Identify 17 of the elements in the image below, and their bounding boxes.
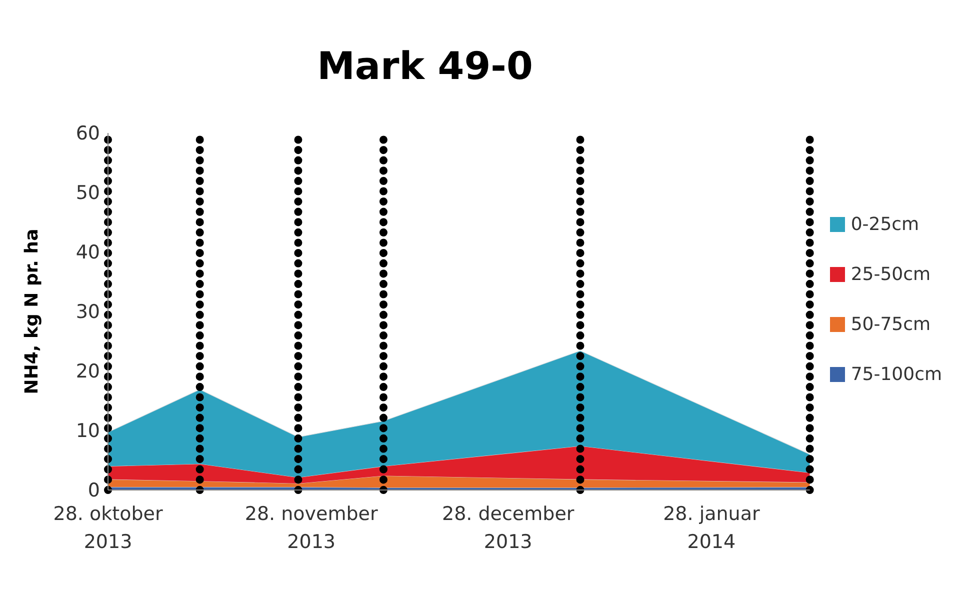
y-tick-label: 60 bbox=[76, 122, 100, 145]
y-tick-label: 20 bbox=[76, 360, 100, 383]
legend-label: 50-75cm bbox=[850, 314, 931, 334]
y-tick-label: 50 bbox=[76, 182, 100, 204]
legend-label: 25-50cm bbox=[850, 264, 931, 284]
y-axis-title: NH4, kg N pr. ha bbox=[21, 228, 42, 394]
y-tick-label: 30 bbox=[76, 301, 100, 324]
y-tick-label: 0 bbox=[88, 480, 100, 502]
x-tick-label: 28. januar 2014 bbox=[663, 503, 760, 553]
legend-label: 75-100cm bbox=[850, 364, 942, 384]
y-tick-label: 10 bbox=[76, 420, 100, 442]
y-tick-label: 40 bbox=[76, 242, 100, 264]
x-tick-label: 28. december 2013 bbox=[442, 503, 574, 553]
x-tick-label: 28. oktober 2013 bbox=[53, 503, 163, 553]
x-tick-label: 28. november 2013 bbox=[244, 503, 378, 553]
chart-title: Mark 49-0 bbox=[316, 44, 534, 88]
legend-label: 0-25cm bbox=[850, 214, 920, 234]
